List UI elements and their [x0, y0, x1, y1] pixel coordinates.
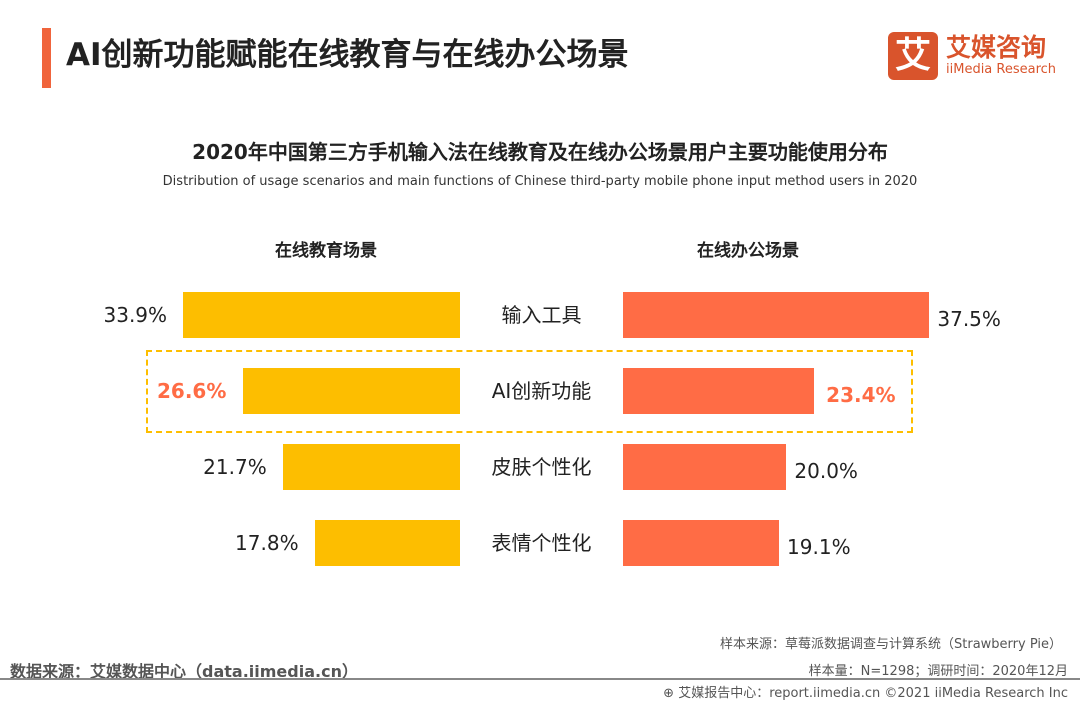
- sample-size: 样本量：N=1298；调研时间：2020年12月: [808, 664, 1068, 679]
- bar-education: [314, 520, 460, 566]
- bar-education: [183, 292, 460, 338]
- category-label: 表情个性化: [491, 531, 592, 555]
- highlight-box: [146, 350, 913, 433]
- bar-office: [623, 444, 787, 490]
- value-label-office: 37.5%: [937, 307, 1001, 331]
- logo-en: iiMedia Research: [946, 62, 1057, 77]
- value-label-education: 33.9%: [103, 303, 168, 327]
- data-source: 数据来源：艾媒数据中心（data.iimedia.cn）: [10, 662, 358, 681]
- value-label-office: 20.0%: [794, 459, 858, 483]
- value-label-office: 23.4%: [826, 383, 896, 407]
- bar-education: [282, 444, 460, 490]
- globe-icon: ⊕: [663, 686, 679, 701]
- report-text: 艾媒报告中心：report.iimedia.cn ©2021 iiMedia R…: [678, 686, 1068, 701]
- chart-subtitle: Distribution of usage scenarios and main…: [162, 174, 918, 189]
- footer-divider: [0, 678, 1080, 680]
- value-label-education: 21.7%: [203, 455, 267, 479]
- bar-education: [242, 368, 460, 414]
- logo-cn: 艾媒咨询: [946, 33, 1047, 62]
- value-label-education: 17.8%: [235, 531, 299, 555]
- report-info: ⊕ 艾媒报告中心：report.iimedia.cn ©2021 iiMedia…: [663, 682, 1068, 701]
- category-label: 输入工具: [501, 303, 582, 327]
- legend-office: 在线办公场景: [697, 241, 799, 261]
- title-accent-bar: [42, 28, 51, 88]
- category-label: 皮肤个性化: [491, 455, 592, 479]
- bar-office: [623, 368, 815, 414]
- category-label: AI创新功能: [491, 379, 592, 403]
- bar-office: [623, 292, 930, 338]
- value-label-education: 26.6%: [157, 379, 227, 403]
- chart-title: 2020年中国第三方手机输入法在线教育及在线办公场景用户主要功能使用分布: [192, 140, 888, 164]
- logo-mark: 艾: [888, 32, 938, 80]
- legend-education: 在线教育场景: [275, 241, 377, 261]
- value-label-office: 19.1%: [787, 535, 851, 559]
- sample-source: 样本来源：草莓派数据调查与计算系统（Strawberry Pie）: [720, 637, 1062, 652]
- bar-office: [623, 520, 780, 566]
- page-title: AI创新功能赋能在线教育与在线办公场景: [66, 37, 629, 73]
- logo: 艾 艾媒咨询 iiMedia Research: [888, 30, 1078, 82]
